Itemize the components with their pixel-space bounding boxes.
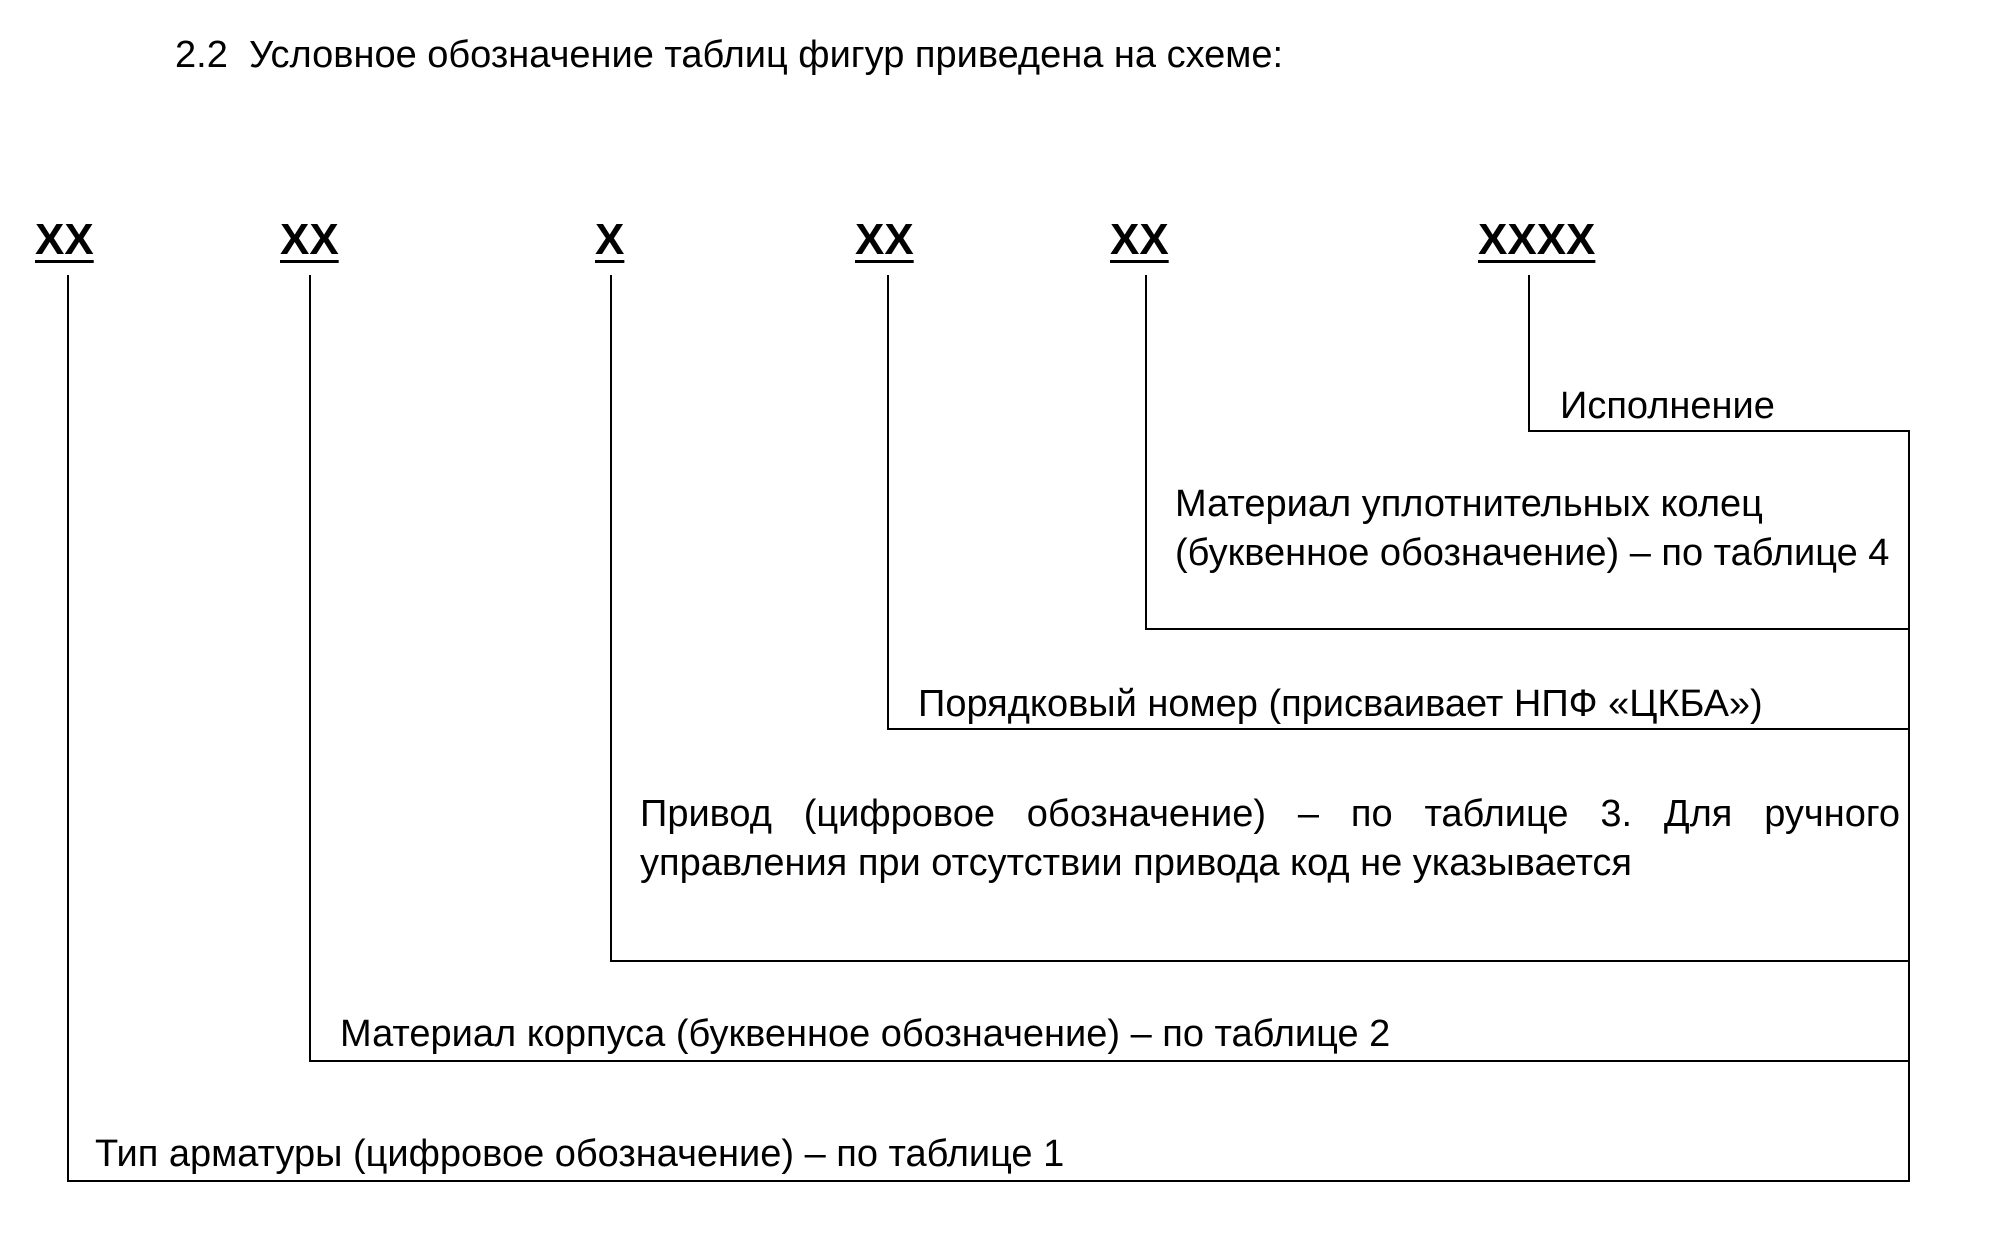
vline-3 — [610, 275, 612, 962]
desc-4: Порядковый номер (присваивает НПФ «ЦКБА»… — [918, 680, 1898, 729]
hline-1 — [67, 1180, 1910, 1182]
placeholder-1: ХХ — [35, 215, 94, 265]
vline-4 — [887, 275, 889, 730]
desc-2: Материал корпуса (буквенное обозначение)… — [340, 1010, 1900, 1059]
desc-1: Тип арматуры (цифровое обозначение) – по… — [95, 1130, 1895, 1179]
desc-6: Исполнение — [1560, 382, 1900, 431]
placeholder-4: ХХ — [855, 215, 914, 265]
vline-2 — [309, 275, 311, 1062]
desc-3: Привод (цифровое обозначение) – по табли… — [640, 790, 1900, 889]
hline-3 — [610, 960, 1910, 962]
placeholder-3: Х — [595, 215, 624, 265]
diagram-page: 2.2 Условное обозначение таблиц фигур пр… — [0, 0, 1989, 1250]
vline-5 — [1145, 275, 1147, 630]
vline-1 — [67, 275, 69, 1182]
desc-5: Материал уплотнительных колец (буквенное… — [1175, 480, 1895, 579]
placeholder-6: ХХХХ — [1478, 215, 1595, 265]
hline-2 — [309, 1060, 1910, 1062]
placeholder-5: ХХ — [1110, 215, 1169, 265]
right-edge-line — [1908, 430, 1910, 1182]
section-title: 2.2 Условное обозначение таблиц фигур пр… — [175, 34, 1283, 77]
hline-5 — [1145, 628, 1910, 630]
vline-6 — [1528, 275, 1530, 432]
placeholder-2: ХХ — [280, 215, 339, 265]
